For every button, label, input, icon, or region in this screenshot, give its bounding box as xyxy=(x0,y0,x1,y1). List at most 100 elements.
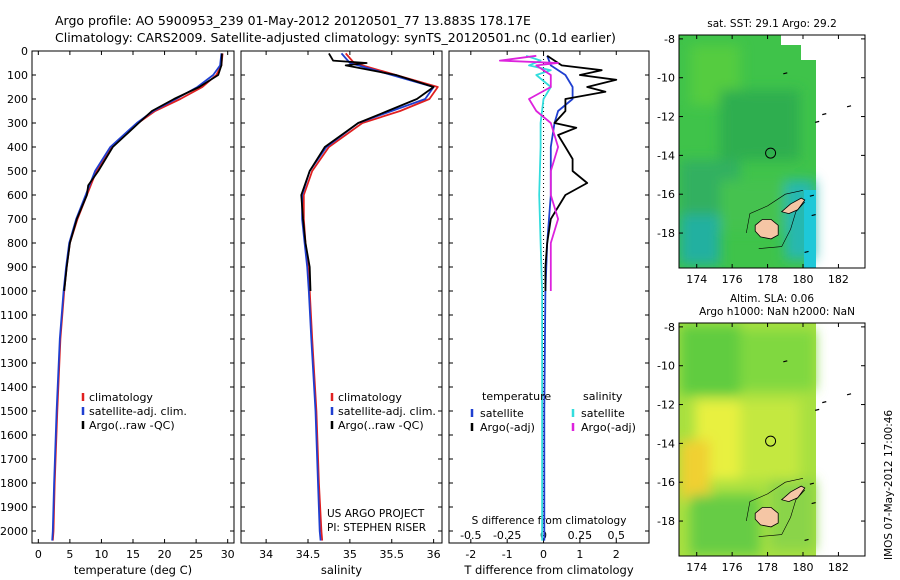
sst-map-title: sat. SST: 29.1 Argo: 29.2 xyxy=(707,18,837,30)
series-line xyxy=(51,53,224,541)
x-tick-label: -2 xyxy=(465,548,476,561)
map-y-tick-label: -18 xyxy=(657,227,675,240)
islet xyxy=(783,72,788,75)
series-line xyxy=(301,52,435,541)
x-axis-label: temperature (deg C) xyxy=(74,563,192,577)
sla-map-subtitle: Argo h1000: NaN h2000: NaN xyxy=(699,306,855,318)
island-land xyxy=(780,485,806,503)
series-line xyxy=(544,55,618,291)
map-y-tick-label: -10 xyxy=(657,72,675,85)
salinity-panel: 34 34.5 35 35.5 36 salinity climatologysatelli… xyxy=(240,50,443,577)
y-tick-label: 700 xyxy=(7,213,28,226)
legend-label: Argo(..raw -QC) xyxy=(338,419,424,432)
islet xyxy=(822,401,827,404)
legend-group-title: temperature xyxy=(482,390,551,403)
imos-stamp: IMOS 07-May-2012 17:00:46 xyxy=(883,410,895,560)
legend-label: climatology xyxy=(89,391,153,404)
difference-panel: -2 -1 0 1 2 T difference from climatology S di… xyxy=(448,50,650,577)
map-x-tick-label: 178 xyxy=(757,273,778,286)
legend-label: Argo(-adj) xyxy=(480,421,535,434)
legend-label: satellite-adj. clim. xyxy=(338,405,436,418)
sla-map: Altim. SLA: 0.06 Argo h1000: NaN h2000: … xyxy=(657,293,866,574)
legend-label: Argo(-adj) xyxy=(581,421,636,434)
plot-frame xyxy=(448,50,650,544)
x-tick-label: 34.5 xyxy=(296,548,321,561)
islet xyxy=(822,113,827,116)
y-tick-label: 900 xyxy=(7,261,28,274)
map-y-tick-label: -16 xyxy=(657,188,675,201)
islet xyxy=(811,213,816,217)
map-y-tick-label: -12 xyxy=(657,111,675,124)
x-tick-label: 36 xyxy=(427,548,441,561)
x-tick-label: 34 xyxy=(259,548,273,561)
map-x-tick-label: 176 xyxy=(722,561,743,574)
top-tick-label: 0.25 xyxy=(568,529,593,542)
x-axis-label: T difference from climatology xyxy=(463,563,634,577)
x-tick-label: 2 xyxy=(613,548,620,561)
top-tick-label: -0.5 xyxy=(460,529,481,542)
reef-contour xyxy=(758,489,806,537)
islet xyxy=(846,393,852,396)
x-tick-label: 35.5 xyxy=(380,548,405,561)
legend-label: Argo(..raw -QC) xyxy=(89,419,175,432)
map-y-tick-label: -10 xyxy=(657,360,675,373)
legend-label: satellite-adj. clim. xyxy=(89,405,187,418)
islet xyxy=(815,120,820,123)
island-land xyxy=(754,219,779,240)
x-tick-label: 20 xyxy=(158,548,172,561)
y-tick-label: 100 xyxy=(7,69,28,82)
map-y-tick-label: -12 xyxy=(657,399,675,412)
y-tick-label: 1700 xyxy=(0,453,28,466)
y-tick-label: 2000 xyxy=(0,525,28,538)
y-tick-label: 400 xyxy=(7,141,28,154)
y-tick-label: 1200 xyxy=(0,333,28,346)
island-land xyxy=(754,507,779,528)
y-tick-label: 1400 xyxy=(0,381,28,394)
y-tick-label: 200 xyxy=(7,93,28,106)
islet xyxy=(804,250,809,254)
x-axis-label: salinity xyxy=(321,563,362,577)
y-tick-label: 300 xyxy=(7,117,28,130)
map-x-tick-label: 180 xyxy=(793,273,814,286)
x-tick-label: 0 xyxy=(540,548,547,561)
temperature-panel: 0 5 10 15 20 25 30 temperature (deg C) 0 100 200 30… xyxy=(0,45,235,577)
top-tick-label: 0.5 xyxy=(608,529,626,542)
legend-label: climatology xyxy=(338,391,402,404)
map-x-tick-label: 182 xyxy=(828,273,849,286)
series-line xyxy=(543,55,574,541)
islet xyxy=(809,482,815,485)
map-y-tick-label: -8 xyxy=(664,321,675,334)
y-tick-label: 0 xyxy=(21,45,28,58)
sst-map: sat. SST: 29.1 Argo: 29.2 174 176 178 180 18… xyxy=(657,18,866,286)
map-y-tick-label: -14 xyxy=(657,149,675,162)
islet xyxy=(783,360,788,363)
y-tick-label: 1900 xyxy=(0,501,28,514)
argo-position-marker xyxy=(765,147,777,159)
series-line xyxy=(302,52,439,541)
pi-credit: PI: STEPHEN RISER xyxy=(327,522,426,534)
x-tick-label: 15 xyxy=(126,548,140,561)
map-y-tick-label: -14 xyxy=(657,437,675,450)
map-x-tick-label: 176 xyxy=(722,273,743,286)
x-tick-label: 35 xyxy=(343,548,357,561)
x-tick-label: 0 xyxy=(35,548,42,561)
x-tick-label: 5 xyxy=(66,548,73,561)
y-tick-label: 600 xyxy=(7,189,28,202)
x-tick-label: 30 xyxy=(221,548,235,561)
legend-label: satellite xyxy=(480,407,524,420)
map-x-tick-label: 178 xyxy=(757,561,778,574)
y-tick-label: 1800 xyxy=(0,477,28,490)
series-line xyxy=(525,54,552,541)
y-tick-label: 800 xyxy=(7,237,28,250)
reef-contour xyxy=(758,201,806,249)
top-axis-label: S difference from climatology xyxy=(472,515,627,527)
legend-label: satellite xyxy=(581,407,625,420)
map-x-tick-label: 182 xyxy=(828,561,849,574)
islet xyxy=(815,408,820,411)
map-y-tick-label: -18 xyxy=(657,515,675,528)
x-tick-label: -1 xyxy=(502,548,513,561)
map-x-tick-label: 174 xyxy=(686,273,707,286)
reef-contour xyxy=(746,478,804,522)
y-tick-label: 1000 xyxy=(0,285,28,298)
series-line xyxy=(63,53,223,292)
